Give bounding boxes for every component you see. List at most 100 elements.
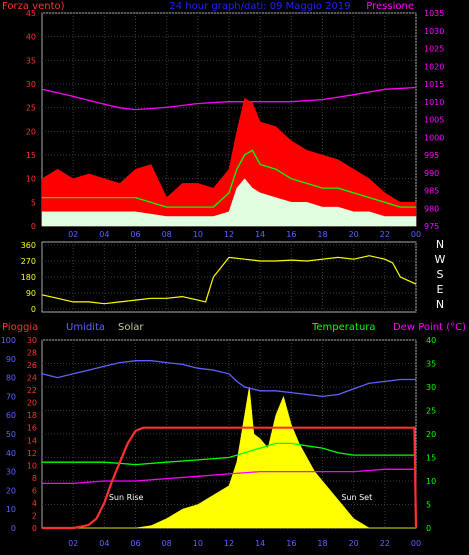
- compass-label: E: [437, 283, 444, 296]
- wind-y-tick-label: 15: [26, 151, 36, 160]
- solar-series-area: [42, 386, 416, 529]
- pressure-y-tick-label: 990: [424, 169, 439, 178]
- rain-label: Pioggia: [2, 322, 38, 333]
- humidity-y-tick-label: 10: [6, 505, 16, 514]
- rain-y-tick-label: 18: [27, 411, 37, 420]
- pressure-y-tick-label: 995: [424, 151, 439, 160]
- pressure-y-tick-label: 1015: [424, 80, 444, 89]
- pressure-y-tick-label: 985: [424, 187, 439, 196]
- wind-y-tick-label: 25: [26, 104, 36, 113]
- climate-x-tick-label: 06: [130, 539, 140, 548]
- temperature-y-axis: 0 5 10 15 20 25 30 35 40: [426, 336, 436, 533]
- temperature-series-line: [42, 442, 416, 466]
- climate-x-tick-label: 18: [317, 539, 327, 548]
- wind-y-tick-label: 30: [26, 80, 36, 89]
- climate-x-tick-label: 02: [68, 539, 78, 548]
- compass-label: W: [435, 253, 446, 266]
- dewpoint-label: Dew Point (°C): [393, 322, 466, 333]
- humidity-y-tick-label: 30: [6, 468, 16, 477]
- gust-series-area: [41, 97, 417, 227]
- rain-y-tick-label: 14: [27, 436, 37, 445]
- rain-y-tick-label: 20: [27, 399, 37, 408]
- climate-x-tick-label: 22: [380, 539, 390, 548]
- compass-label: S: [437, 268, 444, 281]
- wind-y-axis-left: 0 5 10 15 20 25 30 35 40 45: [26, 9, 36, 231]
- wind-y-tick-label: 40: [26, 33, 36, 42]
- pressure-y-tick-label: 980: [424, 204, 439, 213]
- pressure-y-tick-label: 1010: [424, 98, 444, 107]
- wind-y-tick-label: 35: [26, 56, 36, 65]
- wind-x-tick-label: 00: [411, 230, 421, 239]
- wind-x-tick-label: 14: [255, 230, 265, 239]
- pressure-y-tick-label: 975: [424, 222, 439, 231]
- climate-series: [41, 360, 418, 530]
- temperature-y-tick-label: 25: [426, 407, 436, 416]
- climate-x-tick-label: 14: [255, 539, 265, 548]
- wind-x-tick-label: 18: [317, 230, 327, 239]
- wind-panel: 24 hour graph/dati: 09 Maggio 2019 Forza…: [2, 1, 444, 239]
- sun-annotation-label: Sun Set: [341, 493, 372, 502]
- wind-y-tick-label: 0: [31, 222, 36, 231]
- dewpoint-series-line: [42, 468, 416, 485]
- compass-label: N: [436, 238, 444, 251]
- wind-x-tick-label: 02: [68, 230, 78, 239]
- wind-x-tick-label: 16: [286, 230, 296, 239]
- rain-y-tick-label: 26: [27, 361, 37, 370]
- wind-series: [41, 86, 417, 227]
- wind-x-tick-label: 20: [349, 230, 359, 239]
- rain-y-tick-label: 6: [32, 486, 37, 495]
- rain-y-tick-label: 2: [32, 511, 37, 520]
- rain-y-tick-label: 4: [32, 499, 37, 508]
- humidity-y-tick-label: 40: [6, 449, 16, 458]
- temperature-y-tick-label: 30: [426, 383, 436, 392]
- temperature-y-tick-label: 15: [426, 454, 436, 463]
- temperature-y-tick-label: 35: [426, 360, 436, 369]
- rain-y-tick-label: 0: [32, 524, 37, 533]
- temperature-y-tick-label: 5: [426, 501, 431, 510]
- humidity-y-tick-label: 90: [6, 355, 16, 364]
- direction-y-tick-label: 270: [21, 257, 36, 266]
- direction-y-axis: 0 90 180 270 360: [21, 241, 36, 314]
- climate-panel: Pioggia Umidita Solar Temperatura Dew Po…: [1, 322, 466, 548]
- wind-x-tick-label: 12: [224, 230, 234, 239]
- wind-left-label-suffix: ): [61, 1, 65, 12]
- compass-label: N: [436, 298, 444, 311]
- rain-series-line: [42, 426, 418, 530]
- direction-y-tick-label: 0: [31, 305, 36, 314]
- temperature-y-tick-label: 40: [426, 336, 436, 345]
- direction-grid: [42, 242, 417, 312]
- wind-x-tick-label: 06: [130, 230, 140, 239]
- humidity-y-tick-label: 100: [1, 336, 16, 345]
- climate-x-axis: 02 04 06 08 10 12 14 16 18 20 22 00: [68, 539, 421, 548]
- wind-x-tick-label: 04: [99, 230, 109, 239]
- pressure-y-tick-label: 1000: [424, 133, 444, 142]
- wind-y-tick-label: 45: [26, 9, 36, 18]
- rain-y-tick-label: 28: [27, 349, 37, 358]
- rain-y-tick-label: 22: [27, 386, 37, 395]
- rain-y-tick-label: 10: [27, 461, 37, 470]
- temperature-y-tick-label: 20: [426, 430, 436, 439]
- wind-left-label-text: Forza vento: [2, 1, 61, 12]
- climate-x-tick-label: 08: [162, 539, 172, 548]
- direction-y-tick-label: 180: [21, 273, 36, 282]
- humidity-label: Umidita: [66, 322, 105, 333]
- humidity-y-axis: 0 10 20 30 40 50 60 70 80 90 100: [1, 336, 16, 533]
- pressure-y-tick-label: 1030: [424, 27, 444, 36]
- humidity-y-tick-label: 80: [6, 374, 16, 383]
- rain-y-tick-label: 24: [27, 374, 37, 383]
- pressure-y-axis-right: 975 980 985 990 995 1000 1005 1010 1015 1020 1025 1…: [424, 9, 444, 231]
- humidity-y-tick-label: 60: [6, 411, 16, 420]
- rain-y-tick-label: 12: [27, 449, 37, 458]
- rain-y-tick-label: 16: [27, 424, 37, 433]
- pressure-series-line: [41, 86, 417, 111]
- temperature-y-tick-label: 10: [426, 477, 436, 486]
- wind-x-tick-label: 10: [193, 230, 203, 239]
- wind-y-tick-label: 10: [26, 175, 36, 184]
- climate-x-tick-label: 04: [99, 539, 109, 548]
- pressure-y-tick-label: 1025: [424, 45, 444, 54]
- humidity-series-line: [41, 360, 416, 398]
- wind-left-label: Forza vento): [2, 1, 65, 12]
